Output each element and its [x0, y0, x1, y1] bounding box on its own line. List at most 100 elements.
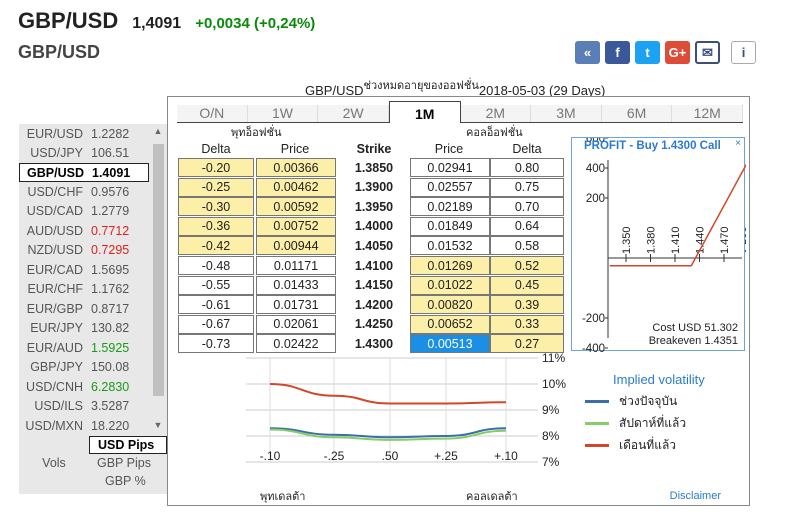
tab-on[interactable]: O/N	[177, 105, 248, 122]
pair-rate: 3.5287	[91, 399, 130, 414]
pair-rate: 0.9576	[91, 184, 130, 199]
scroll-thumb[interactable]	[153, 144, 164, 396]
call-delta-cell[interactable]: 0.27	[490, 334, 564, 354]
close-icon[interactable]: ×	[735, 138, 741, 149]
google-plus-icon[interactable]: G+	[665, 41, 690, 64]
put-price-cell[interactable]: 0.00462	[256, 177, 336, 197]
call-delta-cell[interactable]: 0.58	[490, 236, 564, 256]
tab-6m[interactable]: 6M	[601, 105, 673, 122]
call-delta-cell[interactable]: 0.33	[490, 314, 564, 334]
call-price-cell[interactable]: 0.02941	[410, 158, 490, 177]
pair-item[interactable]: EUR/JPY 130.82	[19, 319, 149, 339]
pair-item[interactable]: USD/MXN 18.220	[19, 416, 149, 436]
pair-symbol: USD/MXN	[25, 418, 83, 433]
put-price-cell[interactable]: 0.01731	[256, 295, 336, 315]
pair-item[interactable]: EUR/CHF 1.1762	[19, 280, 149, 300]
call-price-cell[interactable]: 0.00820	[410, 295, 490, 315]
unit-gbp-pct[interactable]: GBP %	[105, 474, 146, 488]
put-price-cell[interactable]: 0.00944	[256, 236, 336, 256]
pair-item[interactable]: EUR/CAD 1.5695	[19, 260, 149, 280]
strike-cell: 1.4300	[340, 334, 408, 354]
strike-cell: 1.4000	[340, 216, 408, 236]
legend-label: ช่วงปัจจุบัน	[619, 393, 678, 408]
put-price-cell[interactable]: 0.01171	[256, 256, 336, 275]
pair-item[interactable]: NZD/USD 0.7295	[19, 241, 149, 261]
call-delta-cell[interactable]: 0.80	[490, 158, 564, 177]
strike-header: Strike	[356, 142, 392, 156]
pair-item[interactable]: USD/JPY 106.51	[19, 144, 149, 164]
put-delta-cell[interactable]: -0.36	[178, 216, 254, 236]
smile-y-tick: 10%	[542, 377, 567, 391]
put-delta-cell[interactable]: -0.25	[178, 177, 254, 197]
put-delta-cell[interactable]: -0.30	[178, 197, 254, 217]
pair-rate: 1.5925	[91, 340, 130, 355]
call-price-cell[interactable]: 0.00513	[410, 334, 490, 354]
scroll-down-icon[interactable]: ▼	[153, 420, 163, 430]
profit-line	[609, 163, 746, 267]
call-delta-cell[interactable]: 0.45	[490, 275, 564, 295]
tab-1m[interactable]: 1M	[388, 101, 461, 123]
put-delta-cell[interactable]: -0.48	[178, 256, 254, 275]
call-delta-cell[interactable]: 0.39	[490, 295, 564, 315]
info-icon[interactable]: i	[731, 41, 756, 64]
tab-3m[interactable]: 3M	[531, 105, 602, 122]
pair-item[interactable]: USD/CNH 6.2830	[19, 377, 149, 397]
put-price-cell[interactable]: 0.02422	[256, 334, 336, 354]
scroll-up-icon[interactable]: ▲	[153, 126, 163, 136]
call-price-cell[interactable]: 0.00652	[410, 314, 490, 334]
twitter-icon[interactable]: t	[635, 41, 660, 64]
call-price-cell[interactable]: 0.01022	[410, 275, 490, 295]
profit-y-tick: -200	[582, 313, 605, 325]
put-delta-cell[interactable]: -0.73	[178, 334, 254, 354]
strike-cell: 1.4200	[340, 295, 408, 315]
pair-item[interactable]: USD/CAD 1.2779	[19, 202, 149, 222]
pair-item[interactable]: EUR/GBP 0.8717	[19, 299, 149, 319]
pair-item[interactable]: USD/CHF 0.9576	[19, 182, 149, 202]
tab-12m[interactable]: 12M	[672, 105, 743, 122]
call-delta-cell[interactable]: 0.64	[490, 216, 564, 236]
put-price-cell[interactable]: 0.00592	[256, 197, 336, 217]
facebook-icon[interactable]: f	[605, 41, 630, 64]
put-price-cell[interactable]: 0.02061	[256, 314, 336, 334]
put-price-cell[interactable]: 0.00366	[256, 158, 336, 177]
call-price-cell[interactable]: 0.01532	[410, 236, 490, 256]
profit-breakeven: Breakeven 1.4351	[648, 335, 738, 347]
profit-title: PROFIT - Buy 1.4300 Call	[584, 140, 721, 152]
pair-item[interactable]: AUD/USD 0.7712	[19, 221, 149, 241]
expiry-date: 2018-05-03 (29 Days)	[478, 83, 606, 98]
smile-series-line	[269, 427, 507, 439]
legend-swatch	[585, 443, 609, 447]
tab-2w[interactable]: 2W	[318, 105, 389, 122]
profit-x-tick: 1.440	[695, 226, 707, 254]
put-delta-cell[interactable]: -0.42	[178, 236, 254, 256]
email-icon[interactable]: ✉	[695, 41, 720, 64]
pair-item[interactable]: EUR/AUD 1.5925	[19, 338, 149, 358]
pair-item[interactable]: EUR/USD 1.2282	[19, 124, 149, 144]
unit-gbp-pips[interactable]: GBP Pips	[97, 456, 151, 470]
put-delta-cell[interactable]: -0.20	[178, 158, 254, 177]
pair-list-scrollbar[interactable]: ▲ ▼	[151, 126, 165, 432]
pair-item[interactable]: USD/ILS 3.5287	[19, 397, 149, 417]
smile-series-line	[269, 428, 507, 441]
pair-symbol: EUR/CHF	[27, 282, 83, 297]
tab-2m[interactable]: 2M	[460, 105, 532, 122]
call-price-cell[interactable]: 0.02189	[410, 197, 490, 217]
call-price-cell[interactable]: 0.01849	[410, 216, 490, 236]
call-price-cell[interactable]: 0.02557	[410, 177, 490, 197]
call-price-cell[interactable]: 0.01269	[410, 256, 490, 275]
call-delta-cell[interactable]: 0.70	[490, 197, 564, 217]
call-delta-cell[interactable]: 0.52	[490, 256, 564, 275]
put-delta-cell[interactable]: -0.67	[178, 314, 254, 334]
share-icon[interactable]: «	[575, 41, 600, 64]
pair-item[interactable]: GBP/USD 1.4091	[19, 163, 149, 182]
tab-1w[interactable]: 1W	[247, 105, 319, 122]
call-delta-cell[interactable]: 0.75	[490, 177, 564, 197]
put-price-cell[interactable]: 0.01433	[256, 275, 336, 295]
disclaimer-link[interactable]: Disclaimer	[669, 490, 721, 502]
legend-item: สัปดาห์ที่แล้ว	[583, 414, 733, 432]
put-price-cell[interactable]: 0.00752	[256, 216, 336, 236]
put-delta-cell[interactable]: -0.55	[178, 275, 254, 295]
unit-usd-pips[interactable]: USD Pips	[89, 436, 167, 454]
pair-item[interactable]: GBP/JPY 150.08	[19, 358, 149, 378]
put-delta-cell[interactable]: -0.61	[178, 295, 254, 315]
